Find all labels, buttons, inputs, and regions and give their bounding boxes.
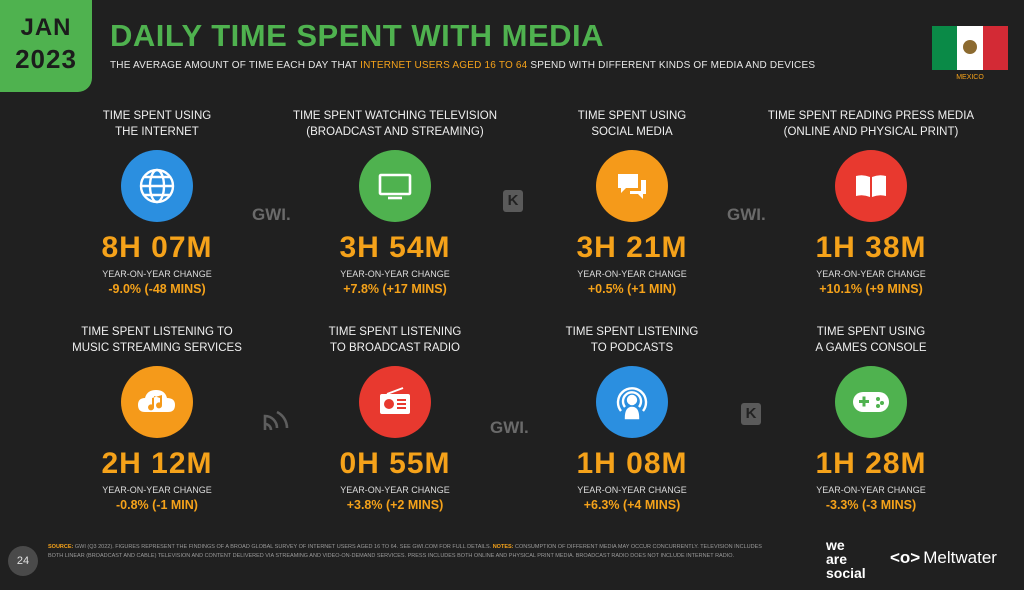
yoy-label: YEAR-ON-YEAR CHANGE [340,269,450,279]
notes-text: CONSUMPTION OF DIFFERENT MEDIA MAY OCCUR… [48,544,762,559]
kepios-watermark: K [741,403,761,425]
stat-card-press-media: TIME SPENT READING PRESS MEDIA (ONLINE AN… [761,108,981,296]
stat-label: TIME SPENT LISTENING TO PODCASTS [565,326,699,354]
date-month: JAN [20,14,72,41]
yoy-change: -0.8% (-1 MIN) [116,498,198,512]
book-icon [835,150,907,222]
stat-value: 1H 28M [815,447,927,480]
gwi-watermark: GWI. [727,205,766,224]
meltwater-icon: <o> [890,548,921,567]
yoy-label: YEAR-ON-YEAR CHANGE [816,269,926,279]
gamepad-icon [835,366,907,438]
stat-value: 1H 38M [815,231,927,264]
source-notes: SOURCE: GWI (Q3 2022). FIGURES REPRESENT… [48,543,776,560]
country-label: MEXICO [956,74,984,81]
stat-value: 3H 54M [339,231,451,264]
subtitle-pre: THE AVERAGE AMOUNT OF TIME EACH DAY THAT [110,60,361,71]
chat-bubbles-icon [596,150,668,222]
meltwater-logo: <o> Meltwater [890,548,997,567]
stat-value: 2H 12M [101,447,213,480]
subtitle-post: SPEND WITH DIFFERENT KINDS OF MEDIA AND … [527,60,816,71]
notes-key: NOTES: [492,544,514,550]
stat-label: TIME SPENT WATCHING TELEVISION (BROADCAST… [292,110,498,138]
radio-icon [359,366,431,438]
stat-value: 1H 08M [576,447,688,480]
gwi-watermark: GWI. [490,418,529,437]
stat-value: 3H 21M [576,231,688,264]
slide: JAN 2023 DAILY TIME SPENT WITH MEDIA THE… [0,0,1024,590]
subtitle-highlight: INTERNET USERS AGED 16 TO 64 [360,60,528,71]
stat-card-internet: TIME SPENT USING THE INTERNET 8H 07M YEAR… [47,108,267,296]
globe-icon [121,150,193,222]
stat-label: TIME SPENT READING PRESS MEDIA (ONLINE AN… [767,110,975,138]
we-are-social-logo: we are social [826,537,866,581]
podcast-icon [596,366,668,438]
stat-label: TIME SPENT USING THE INTERNET [102,110,212,138]
yoy-change: +6.3% (+4 MINS) [583,498,681,512]
stat-value: 8H 07M [101,231,213,264]
stat-label: TIME SPENT LISTENING TO MUSIC STREAMING S… [72,326,242,354]
yoy-label: YEAR-ON-YEAR CHANGE [816,485,926,495]
yoy-change: +7.8% (+17 MINS) [343,282,447,296]
semrush-watermark-icon [262,408,290,439]
yoy-label: YEAR-ON-YEAR CHANGE [577,485,687,495]
kepios-watermark: K [503,190,523,212]
yoy-label: YEAR-ON-YEAR CHANGE [340,485,450,495]
yoy-change: +0.5% (+1 MIN) [587,282,677,296]
stat-card-broadcast-radio: TIME SPENT LISTENING TO BROADCAST RADIO 0… [285,324,505,512]
gwi-watermark: GWI. [252,205,291,224]
stat-value: 0H 55M [339,447,451,480]
yoy-label: YEAR-ON-YEAR CHANGE [102,269,212,279]
stat-card-television: TIME SPENT WATCHING TELEVISION (BROADCAST… [285,108,505,296]
tv-icon [359,150,431,222]
yoy-change: +3.8% (+2 MINS) [346,498,444,512]
stat-label: TIME SPENT USING A GAMES CONSOLE [815,326,927,354]
yoy-change: -9.0% (-48 MINS) [108,282,206,296]
stat-label: TIME SPENT LISTENING TO BROADCAST RADIO [328,326,462,354]
stat-card-podcasts: TIME SPENT LISTENING TO PODCASTS 1H 08M Y… [522,324,742,512]
page-title: DAILY TIME SPENT WITH MEDIA [110,18,605,53]
page-number: 24 [8,546,38,576]
page-subtitle: THE AVERAGE AMOUNT OF TIME EACH DAY THAT… [110,60,815,71]
stat-card-music-streaming: TIME SPENT LISTENING TO MUSIC STREAMING S… [47,324,267,512]
stat-label: TIME SPENT USING SOCIAL MEDIA [577,110,687,138]
stat-card-social-media: TIME SPENT USING SOCIAL MEDIA 3H 21M YEAR… [522,108,742,296]
source-key: SOURCE: [48,544,74,550]
music-cloud-icon [121,366,193,438]
yoy-change: +10.1% (+9 MINS) [819,282,923,296]
mexico-flag-icon [932,26,1008,70]
stat-card-games-console: TIME SPENT USING A GAMES CONSOLE 1H 28M Y… [761,324,981,512]
date-badge: JAN 2023 [0,0,92,92]
yoy-label: YEAR-ON-YEAR CHANGE [102,485,212,495]
date-year: 2023 [15,44,77,74]
yoy-change: -3.3% (-3 MINS) [825,498,917,512]
yoy-label: YEAR-ON-YEAR CHANGE [577,269,687,279]
source-text: GWI (Q3 2022). FIGURES REPRESENT THE FIN… [73,544,493,550]
